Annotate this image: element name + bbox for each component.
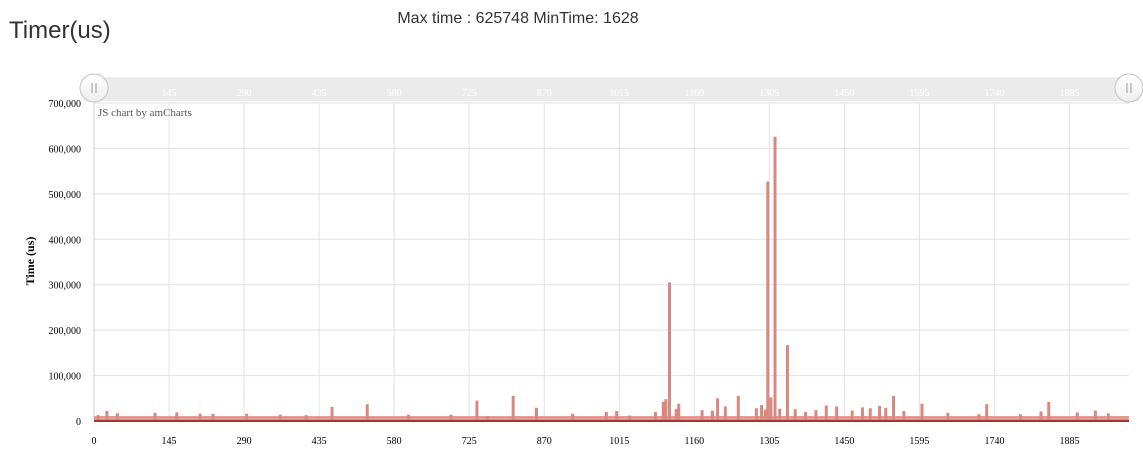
scrollbar-tick-label: 1740 (984, 88, 1004, 99)
min-time-label: MinTime: (528, 10, 604, 27)
x-tick-label: 1885 (1059, 436, 1079, 447)
bar (785, 345, 789, 421)
y-tick-label: 400,000 (49, 235, 82, 246)
scrollbar-left-grip-icon[interactable] (79, 73, 109, 103)
bar (700, 410, 704, 421)
x-tick-label: 435 (312, 436, 327, 447)
scrollbar-tick-label: 1305 (759, 88, 779, 99)
bar (884, 407, 888, 421)
bar (661, 401, 665, 421)
y-tick-label: 700,000 (49, 99, 82, 110)
bar (760, 405, 764, 421)
max-time-value: 625748 (475, 10, 529, 27)
scrollbar-tick-label: 1885 (1059, 88, 1079, 99)
scrollbar-tick-label: 435 (312, 88, 327, 99)
bar (534, 407, 538, 421)
scrollbar-tick-label: 870 (537, 88, 552, 99)
bar (365, 404, 369, 421)
bar (860, 407, 864, 421)
bar (892, 396, 896, 421)
bar (475, 400, 479, 421)
scrollbar-tick-label: 145 (162, 88, 177, 99)
bar (674, 409, 678, 421)
x-tick-label: 1740 (984, 436, 1004, 447)
scrollbar[interactable]: 145 290 435 580 725 870 1015 1160 1305 1450 1595 17… (79, 73, 1143, 103)
bar (835, 406, 839, 421)
page-title: Timer(us) (9, 17, 111, 44)
bar (330, 406, 334, 421)
bar (511, 396, 515, 421)
bar (716, 398, 720, 421)
timing-stats: Max time : 625748 MinTime: 1628 (0, 10, 1036, 28)
scrollbar-right-grip-icon[interactable] (1114, 73, 1143, 103)
y-tick-label: 600,000 (49, 144, 82, 155)
y-tick-label: 500,000 (49, 190, 82, 201)
bar (920, 403, 924, 421)
scrollbar-tick-label: 290 (237, 88, 252, 99)
x-tick-label: 145 (162, 436, 177, 447)
bar (763, 409, 767, 421)
bar (793, 409, 797, 421)
bar (878, 406, 882, 421)
amcharts-credit[interactable]: JS chart by amCharts (98, 107, 192, 119)
bar (723, 406, 727, 421)
bar (773, 136, 777, 421)
bar-baseline-fill (94, 416, 1129, 421)
bar (677, 403, 681, 421)
scrollbar-tick-label: 725 (462, 88, 477, 99)
bar (868, 408, 872, 421)
bar-series (94, 136, 1129, 422)
bar (1047, 401, 1051, 421)
min-time-value: 1628 (603, 10, 639, 27)
bar (985, 404, 989, 421)
y-tick-label: 200,000 (49, 326, 82, 337)
x-tick-label: 1450 (834, 436, 854, 447)
y-axis: 0 100,000 200,000 300,000 400,000 500,000 600,… (49, 99, 82, 428)
scrollbar-tick-label: 1015 (609, 88, 629, 99)
bar (736, 396, 740, 421)
bar (710, 410, 714, 421)
x-tick-label: 1305 (759, 436, 779, 447)
x-tick-label: 1160 (684, 436, 704, 447)
scrollbar-tick-label: 580 (387, 88, 402, 99)
scrollbar-tick-label: 1160 (684, 88, 704, 99)
bar (769, 397, 773, 421)
max-time-label: Max time : (397, 10, 476, 27)
y-axis-title: Time (us) (23, 237, 37, 286)
bar (766, 181, 770, 421)
x-tick-label: 1015 (609, 436, 629, 447)
gridlines (93, 102, 1129, 422)
bar (667, 282, 671, 421)
x-tick-label: 580 (387, 436, 402, 447)
y-tick-label: 300,000 (49, 281, 82, 292)
x-tick-label: 0 (92, 436, 97, 447)
bar (754, 408, 758, 421)
x-tick-label: 290 (237, 436, 252, 447)
bar (664, 399, 668, 421)
y-tick-label: 0 (76, 417, 81, 428)
scrollbar-track (84, 77, 1139, 101)
bar (850, 410, 854, 421)
bar (824, 405, 828, 421)
x-axis: 0 145 290 435 580 725 870 1015 1160 1305 1450 1595 1… (92, 436, 1080, 447)
y-tick-label: 100,000 (49, 372, 82, 383)
scrollbar-tick-label: 1450 (834, 88, 854, 99)
x-tick-label: 870 (537, 436, 552, 447)
bar (814, 410, 818, 421)
bar (778, 408, 782, 421)
x-tick-label: 1595 (909, 436, 929, 447)
scrollbar-tick-label: 1595 (909, 88, 929, 99)
bar (1093, 410, 1097, 421)
x-tick-label: 725 (462, 436, 477, 447)
